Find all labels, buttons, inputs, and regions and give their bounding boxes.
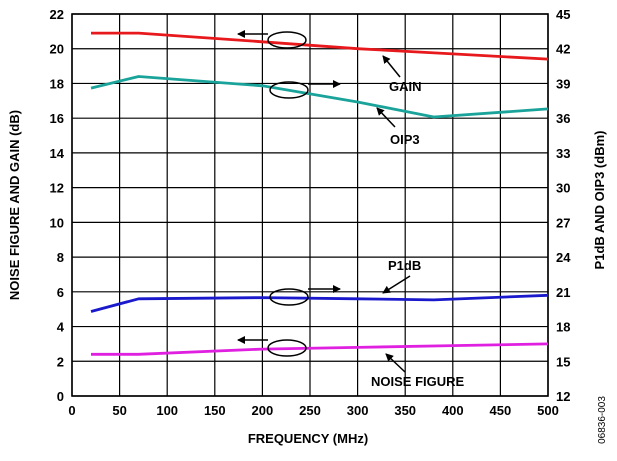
p1db-ellipse [269, 288, 309, 306]
gain-ellipse [267, 31, 307, 49]
series-lines [90, 31, 549, 356]
x-tick-label: 50 [112, 403, 126, 418]
y-right-tick-label: 21 [556, 285, 570, 300]
y-right-tick-label: 33 [556, 146, 570, 161]
y-left-tick-label: 22 [50, 7, 64, 22]
x-tick-label: 350 [394, 403, 416, 418]
grid [71, 13, 549, 397]
x-tick-label: 0 [68, 403, 75, 418]
y-right-tick-label: 30 [556, 181, 570, 196]
oip3-label: OIP3 [390, 132, 420, 147]
y-left-tick-label: 8 [57, 250, 64, 265]
noise-figure-line [91, 342, 549, 356]
annotations: GAIN OIP3 P1dB NOISE FIGURE [237, 30, 465, 389]
y-left-tick-label: 18 [50, 76, 64, 91]
y-axis-right-title: P1dB AND OIP3 (dBm) [592, 131, 607, 270]
p1db-line [90, 293, 549, 313]
noise-figure-label: NOISE FIGURE [371, 374, 465, 389]
gain-label: GAIN [389, 79, 422, 94]
y-axis-left-title: NOISE FIGURE AND GAIN (dB) [7, 110, 22, 300]
y-right-tick-label: 45 [556, 7, 570, 22]
x-tick-label: 250 [299, 403, 321, 418]
y-left-tick-label: 16 [50, 111, 64, 126]
tick-labels: 0 50 100 150 200 250 300 350 400 450 5000246810121… [50, 7, 572, 418]
y-left-tick-label: 20 [50, 42, 64, 57]
plot-frame [71, 13, 549, 397]
oip3-pointer [376, 107, 396, 128]
y-left-tick-label: 2 [57, 354, 64, 369]
p1db-label: P1dB [388, 258, 421, 273]
noise-figure-ellipse [267, 339, 307, 357]
y-left-tick-label: 0 [57, 389, 64, 404]
y-left-tick-label: 12 [50, 181, 64, 196]
y-right-tick-label: 42 [556, 42, 570, 57]
y-right-tick-label: 39 [556, 76, 570, 91]
x-tick-label: 100 [156, 403, 178, 418]
x-tick-label: 400 [442, 403, 464, 418]
y-left-tick-label: 4 [57, 320, 65, 335]
y-right-tick-label: 24 [556, 250, 571, 265]
y-right-tick-label: 18 [556, 320, 570, 335]
x-tick-label: 450 [490, 403, 512, 418]
x-tick-label: 500 [537, 403, 559, 418]
oip3-ellipse [269, 81, 309, 99]
y-left-tick-label: 14 [50, 146, 65, 161]
noise-figure-pointer [385, 353, 406, 373]
x-tick-label: 200 [252, 403, 274, 418]
figure-id: 06836-003 [597, 396, 608, 444]
x-tick-label: 300 [347, 403, 369, 418]
y-right-tick-label: 36 [556, 111, 570, 126]
gain-pointer [382, 55, 401, 78]
y-right-tick-label: 15 [556, 354, 570, 369]
y-right-tick-label: 12 [556, 389, 570, 404]
x-axis-title: FREQUENCY (MHz) [248, 431, 368, 446]
y-right-tick-label: 27 [556, 215, 570, 230]
y-left-tick-label: 6 [57, 285, 64, 300]
gain-line [91, 31, 549, 61]
x-tick-label: 150 [204, 403, 226, 418]
p1db-pointer [382, 275, 411, 294]
oip3-line [90, 75, 549, 119]
y-left-tick-label: 10 [50, 215, 64, 230]
